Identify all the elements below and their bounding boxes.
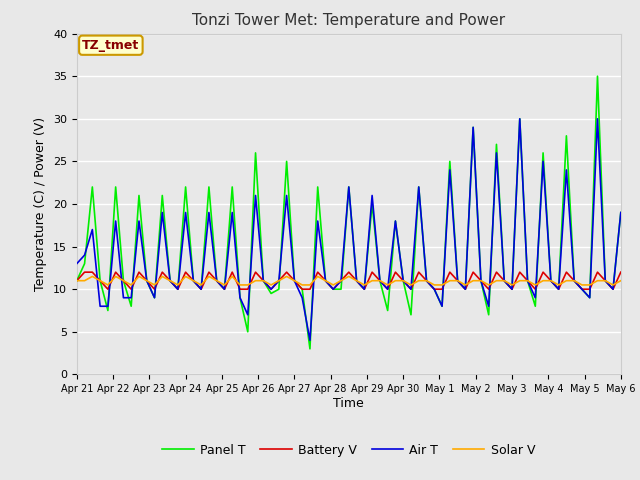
Panel T — [73, 278, 81, 284]
Air T — [602, 278, 609, 284]
Solar V — [602, 278, 609, 284]
Air T — [73, 261, 81, 266]
Solar V — [96, 278, 104, 284]
Legend: Panel T, Battery V, Air T, Solar V: Panel T, Battery V, Air T, Solar V — [157, 439, 540, 462]
Solar V — [88, 274, 96, 279]
Y-axis label: Temperature (C) / Power (V): Temperature (C) / Power (V) — [35, 117, 47, 291]
Battery V — [73, 278, 81, 284]
Panel T — [345, 184, 353, 190]
Solar V — [415, 278, 422, 284]
Panel T — [88, 184, 96, 190]
Battery V — [415, 269, 422, 275]
Panel T — [602, 278, 609, 284]
Air T — [407, 286, 415, 292]
Air T — [150, 295, 158, 300]
Air T — [578, 286, 586, 292]
Solar V — [73, 278, 81, 284]
Title: Tonzi Tower Met: Temperature and Power: Tonzi Tower Met: Temperature and Power — [192, 13, 506, 28]
Solar V — [353, 278, 360, 284]
Solar V — [617, 278, 625, 284]
Panel T — [150, 295, 158, 300]
Line: Battery V: Battery V — [77, 272, 621, 289]
Air T — [345, 184, 353, 190]
Panel T — [306, 346, 314, 352]
Line: Panel T: Panel T — [77, 76, 621, 349]
Panel T — [594, 73, 602, 79]
Battery V — [96, 278, 104, 284]
Battery V — [104, 286, 112, 292]
Line: Solar V: Solar V — [77, 276, 621, 285]
Air T — [306, 337, 314, 343]
Battery V — [166, 278, 174, 284]
Air T — [617, 210, 625, 216]
Panel T — [407, 312, 415, 318]
Battery V — [353, 278, 360, 284]
Line: Air T: Air T — [77, 119, 621, 340]
Air T — [516, 116, 524, 121]
Solar V — [166, 278, 174, 284]
Battery V — [81, 269, 88, 275]
Battery V — [602, 278, 609, 284]
Solar V — [104, 282, 112, 288]
Panel T — [570, 278, 578, 284]
X-axis label: Time: Time — [333, 397, 364, 410]
Panel T — [617, 210, 625, 216]
Text: TZ_tmet: TZ_tmet — [82, 39, 140, 52]
Solar V — [578, 282, 586, 288]
Battery V — [617, 269, 625, 275]
Air T — [88, 227, 96, 232]
Battery V — [578, 286, 586, 292]
